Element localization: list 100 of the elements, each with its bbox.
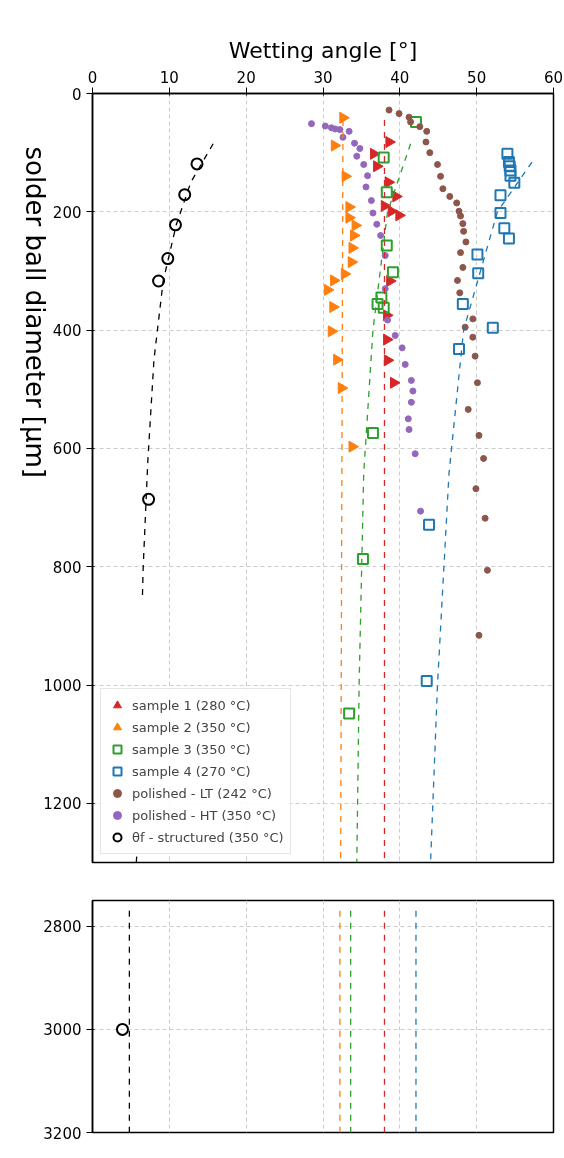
point bbox=[377, 231, 385, 239]
point bbox=[398, 344, 406, 352]
point bbox=[407, 376, 415, 384]
point bbox=[395, 209, 406, 222]
x-tick-label: 60 bbox=[543, 68, 564, 87]
point bbox=[464, 405, 472, 413]
point bbox=[330, 274, 341, 287]
point bbox=[469, 315, 477, 323]
point bbox=[459, 263, 467, 271]
point bbox=[366, 427, 379, 440]
x-tick-label: 50 bbox=[467, 68, 487, 87]
point bbox=[385, 136, 396, 149]
point bbox=[375, 291, 388, 304]
y-axis-title: solder ball diameter [µm] bbox=[20, 146, 51, 479]
y-tick-label: 0 bbox=[71, 85, 82, 104]
point bbox=[472, 485, 480, 493]
point bbox=[152, 274, 166, 288]
point bbox=[446, 192, 454, 200]
point bbox=[417, 507, 425, 515]
point bbox=[501, 147, 514, 160]
y-tick-label: 600 bbox=[52, 440, 82, 459]
point bbox=[407, 398, 415, 406]
point bbox=[350, 229, 361, 242]
point bbox=[330, 139, 342, 152]
point bbox=[142, 492, 156, 506]
point bbox=[385, 106, 393, 114]
point bbox=[383, 354, 395, 367]
y-tick-label: 1000 bbox=[43, 677, 82, 696]
point bbox=[340, 267, 352, 280]
point bbox=[356, 145, 364, 153]
point bbox=[190, 157, 204, 171]
y-tick-label: 200 bbox=[52, 203, 82, 222]
point bbox=[380, 186, 393, 199]
point bbox=[345, 211, 356, 224]
point bbox=[456, 289, 464, 297]
legend-label: sample 3 (350 °C) bbox=[132, 741, 251, 757]
legend-label: polished - LT (242 °C) bbox=[132, 785, 272, 801]
point bbox=[351, 219, 363, 232]
x-tick-label: 20 bbox=[236, 68, 256, 87]
point bbox=[475, 431, 483, 439]
point bbox=[453, 276, 461, 284]
point bbox=[161, 252, 175, 266]
point bbox=[391, 331, 399, 339]
point bbox=[486, 321, 499, 334]
point bbox=[475, 631, 483, 639]
point bbox=[386, 275, 397, 288]
point bbox=[457, 212, 465, 220]
point bbox=[426, 149, 434, 157]
point bbox=[494, 189, 507, 202]
point bbox=[348, 440, 360, 453]
legend-label: sample 4 (270 °C) bbox=[132, 763, 251, 779]
point bbox=[390, 376, 401, 389]
point bbox=[459, 220, 467, 228]
point bbox=[502, 156, 515, 169]
point bbox=[471, 248, 484, 261]
point bbox=[364, 172, 372, 180]
point bbox=[373, 160, 384, 173]
point bbox=[480, 454, 488, 462]
point bbox=[420, 674, 433, 687]
y-tick-label: 2800 bbox=[43, 918, 82, 937]
point bbox=[345, 201, 356, 214]
point bbox=[504, 164, 517, 177]
point bbox=[471, 352, 479, 360]
point bbox=[339, 111, 350, 124]
point bbox=[404, 415, 412, 423]
point bbox=[386, 266, 399, 279]
x-tick-label: 0 bbox=[87, 68, 98, 87]
point bbox=[439, 185, 447, 193]
point bbox=[411, 450, 419, 458]
point bbox=[407, 118, 415, 126]
y-tick-label: 400 bbox=[52, 322, 82, 341]
y-tick-label: 1200 bbox=[43, 795, 82, 814]
legend-label: polished - HT (350 °C) bbox=[132, 807, 277, 823]
point bbox=[336, 126, 344, 134]
point bbox=[483, 566, 491, 574]
point bbox=[353, 152, 361, 160]
point bbox=[460, 227, 468, 235]
point bbox=[387, 205, 399, 218]
point bbox=[422, 138, 430, 146]
point bbox=[504, 169, 517, 182]
y-tick-label: 3200 bbox=[43, 1124, 82, 1143]
legend-label: sample 1 (280 °C) bbox=[132, 697, 251, 713]
point bbox=[395, 110, 403, 118]
point bbox=[343, 707, 356, 720]
legend-label: θf - structured (350 °C) bbox=[132, 829, 284, 845]
point bbox=[168, 218, 182, 232]
point bbox=[384, 316, 392, 324]
point bbox=[457, 249, 465, 257]
point bbox=[348, 241, 360, 254]
point bbox=[508, 176, 521, 189]
point bbox=[433, 160, 441, 168]
point bbox=[341, 170, 353, 183]
point bbox=[327, 325, 339, 338]
point bbox=[377, 151, 390, 164]
point bbox=[481, 514, 489, 522]
point bbox=[323, 283, 335, 296]
point bbox=[423, 127, 431, 135]
point bbox=[401, 360, 409, 368]
point bbox=[453, 199, 461, 207]
point bbox=[502, 232, 515, 245]
